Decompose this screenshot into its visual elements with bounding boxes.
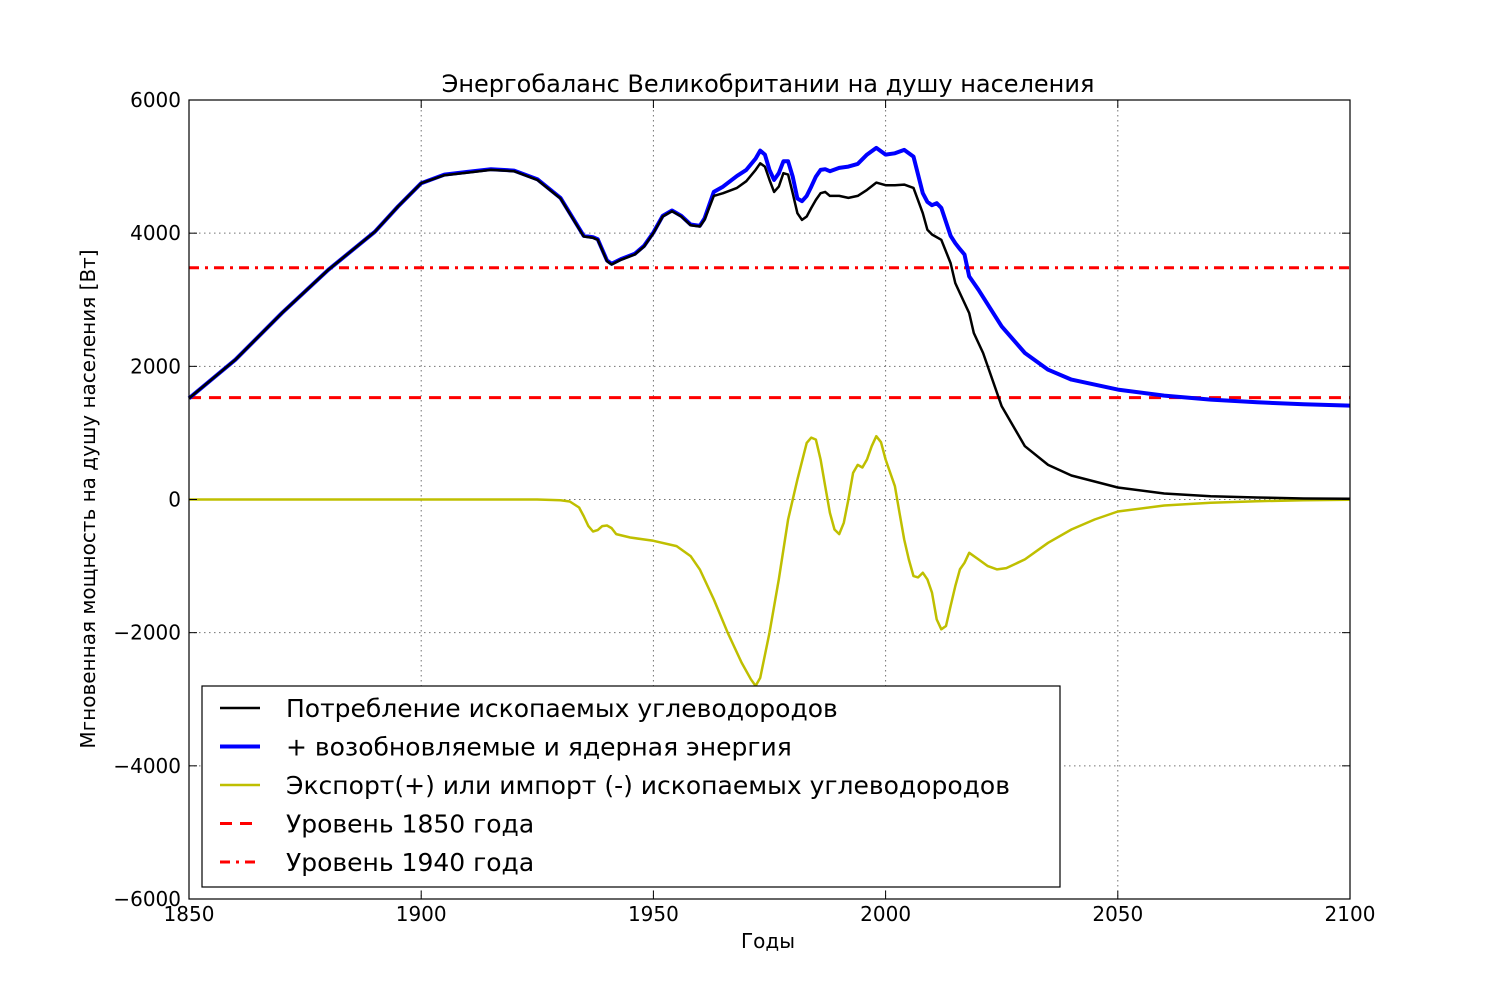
legend-label: Уровень 1940 года — [286, 848, 534, 877]
y-tick-label: −4000 — [113, 754, 181, 778]
y-tick-label: 2000 — [130, 354, 181, 378]
x-axis-title: Годы — [741, 929, 795, 953]
y-tick-label: −2000 — [113, 621, 181, 645]
x-tick-label: 1950 — [628, 902, 679, 926]
tick-layer: 1850 1900 1950 2000 2050 2100 −6000 −4000 −2000 0… — [113, 88, 1375, 926]
legend: Потребление ископаемых углеводородов + во… — [201, 685, 1061, 888]
y-tick-label: 0 — [168, 488, 181, 512]
y-tick-label: 4000 — [130, 221, 181, 245]
chart-title: Энергобаланс Великобритании на душу насе… — [442, 70, 1095, 98]
series-layer — [187, 145, 1351, 688]
series-line-1 — [188, 162, 1351, 501]
series-line-3 — [189, 434, 1351, 688]
x-tick-label: 2000 — [860, 902, 911, 926]
x-tick-label: 1900 — [396, 902, 447, 926]
y-axis-title: Мгновенная мощность на душу населения [В… — [76, 249, 100, 748]
legend-label: Уровень 1850 года — [286, 810, 534, 839]
y-tick-label: −6000 — [113, 887, 181, 911]
reference-lines — [189, 266, 1350, 400]
y-tick-label: 6000 — [130, 88, 181, 112]
x-tick-label: 2050 — [1092, 902, 1143, 926]
legend-label: Экспорт(+) или импорт (-) ископаемых угл… — [286, 771, 1010, 800]
legend-label: + возобновляемые и ядерная энергия — [286, 733, 792, 762]
x-tick-label: 2100 — [1325, 902, 1376, 926]
x-tick-label: 1850 — [164, 902, 215, 926]
legend-box — [201, 685, 1061, 888]
series-line-2 — [187, 145, 1351, 408]
legend-label: Потребление ископаемых углеводородов — [286, 694, 838, 723]
